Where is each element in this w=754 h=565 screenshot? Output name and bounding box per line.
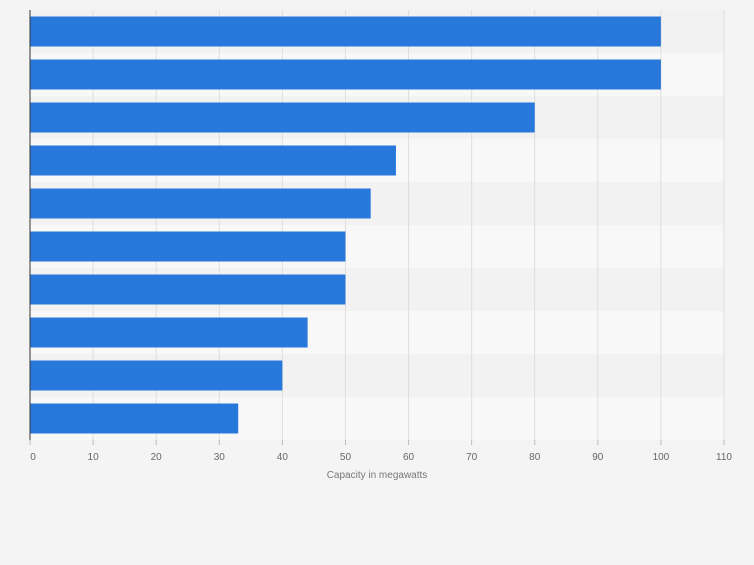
bar[interactable] (30, 403, 239, 434)
bar[interactable] (30, 231, 346, 262)
bars (30, 16, 661, 434)
bar[interactable] (30, 16, 661, 47)
x-axis-ticks: 0 10 20 30 40 50 60 70 80 90 100 110 (29, 440, 732, 463)
bar[interactable] (30, 360, 283, 391)
x-tick-label: 30 (214, 452, 226, 463)
bar[interactable] (30, 274, 346, 305)
x-tick-label: 10 (88, 452, 100, 463)
x-tick-label: 0 (30, 452, 36, 463)
x-tick-label: 100 (653, 452, 670, 463)
x-tick-label: 20 (151, 452, 163, 463)
x-tick-label: 90 (592, 452, 604, 463)
bar[interactable] (30, 145, 396, 176)
x-tick-label: 40 (277, 452, 289, 463)
bar[interactable] (30, 102, 535, 133)
x-tick-label: 110 (716, 452, 732, 463)
bar[interactable] (30, 59, 661, 90)
x-axis-label: Capacity in megawatts (327, 470, 428, 481)
bar[interactable] (30, 188, 371, 219)
x-tick-label: 80 (529, 452, 541, 463)
x-tick-label: 70 (466, 452, 478, 463)
x-tick-label: 60 (403, 452, 415, 463)
x-tick-label: 50 (340, 452, 352, 463)
bar[interactable] (30, 317, 308, 348)
